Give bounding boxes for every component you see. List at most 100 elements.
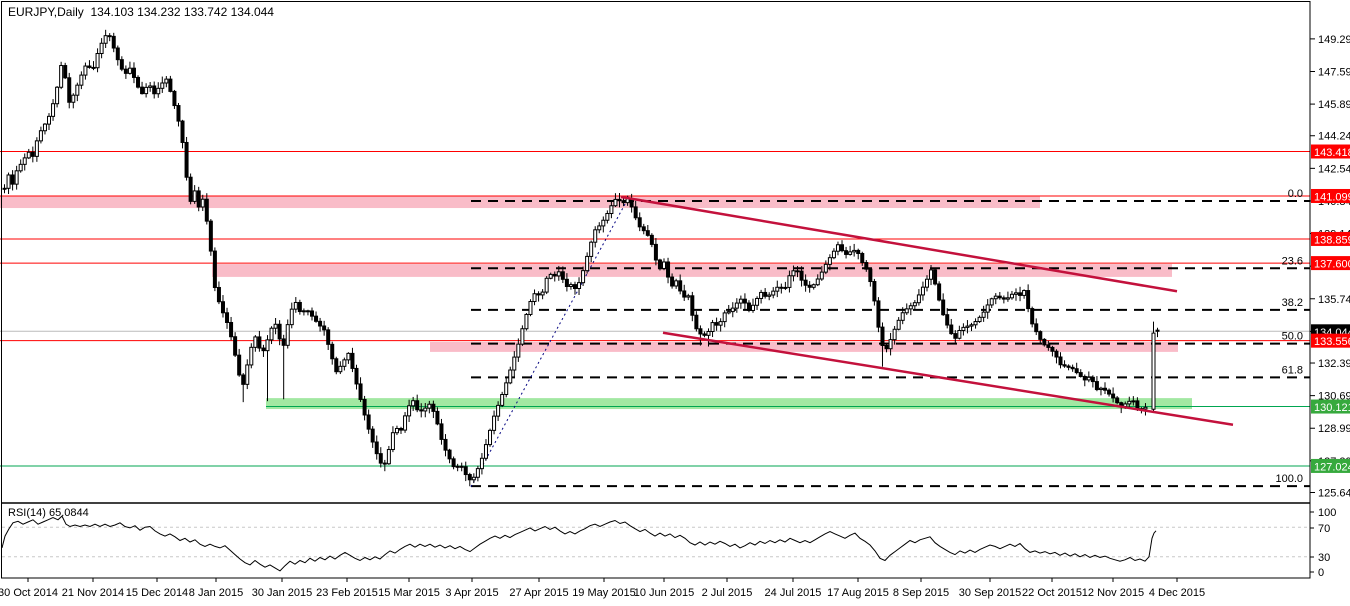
candle-bull: [18, 163, 23, 172]
price-badge-label: 130.121: [1314, 402, 1350, 414]
zone-band[interactable]: [266, 398, 1192, 410]
candle-bear: [572, 284, 577, 289]
candlesticks: [2, 29, 1160, 487]
candle-bear: [937, 283, 942, 301]
candle-bull: [544, 277, 549, 293]
candle-bull: [819, 271, 824, 280]
trendline-lower-descending[interactable]: [662, 331, 1234, 427]
candle-bull: [751, 304, 756, 311]
candle-bear: [229, 321, 234, 338]
fib-level-label: 61.8: [1282, 364, 1303, 376]
candle-bull: [6, 174, 11, 189]
candle-bull: [293, 301, 298, 310]
price-axis[interactable]: 149.290147.590145.890144.240142.540140.8…: [1310, 34, 1350, 500]
candle-bull: [516, 343, 521, 358]
candle-bear: [1078, 372, 1083, 377]
candle-bear: [354, 367, 359, 385]
candle-bear: [1135, 400, 1140, 410]
candle-bull: [249, 346, 254, 366]
candle-bear: [184, 141, 189, 178]
candle-bear: [463, 466, 468, 476]
candle-bear: [1094, 381, 1099, 391]
fib-anchor-line[interactable]: [470, 196, 630, 487]
date-label: 3 Apr 2015: [445, 587, 498, 599]
candle-bull: [51, 103, 56, 117]
candle-bull: [1127, 400, 1132, 405]
candle-bear: [10, 174, 15, 185]
candle-bear: [864, 262, 869, 270]
candle-bull: [710, 322, 715, 332]
zone-band[interactable]: [430, 341, 1178, 352]
price-badge-label: 137.600: [1314, 259, 1350, 271]
candle-bull: [767, 294, 772, 297]
candle-bull: [961, 326, 966, 332]
rsi-pane[interactable]: 100 70 30 0: [1, 507, 1336, 579]
price-tick-label: 135.740: [1318, 294, 1350, 306]
candle-bull: [540, 291, 545, 296]
candle-bull: [496, 404, 501, 417]
candle-bull: [977, 316, 982, 323]
candle-bear: [188, 176, 193, 202]
candle-bull: [269, 327, 274, 341]
candle-bull: [759, 291, 764, 299]
candle-bear: [1026, 290, 1031, 310]
candle-bull: [589, 241, 594, 257]
candle-bear: [670, 276, 675, 287]
candle-bear: [196, 190, 201, 208]
candle-bear: [803, 279, 808, 286]
candle-bear: [370, 428, 375, 443]
candle-bear: [1103, 387, 1108, 391]
date-label: 23 Feb 2015: [316, 587, 378, 599]
candle-bear: [856, 249, 861, 254]
rsi-scale-label: 0: [1318, 567, 1324, 579]
candle-bear: [564, 278, 569, 287]
candle-bear: [281, 338, 286, 346]
candle-bear: [374, 441, 379, 455]
time-axis[interactable]: 30 Oct 2014 21 Nov 2014 15 Dec 2014 8 Jan 2…: [0, 578, 1205, 599]
candle-bull: [823, 263, 828, 273]
price-tick-label: 142.540: [1318, 163, 1350, 175]
candle-bull: [957, 330, 962, 339]
candle-bear: [941, 299, 946, 316]
candle-bull: [985, 304, 990, 313]
candle-bear: [1046, 344, 1051, 348]
candle-bear: [536, 293, 541, 296]
fib-level-label: 100.0: [1275, 473, 1303, 485]
candle-bear: [653, 243, 658, 261]
price-badge-label: 138.859: [1314, 234, 1350, 246]
date-label: 30 Oct 2014: [0, 587, 58, 599]
candle-bull: [301, 310, 306, 313]
candle-bear: [1050, 346, 1055, 352]
candle-bull: [568, 284, 573, 287]
candle-bull: [908, 305, 913, 310]
candle-bear: [1062, 364, 1067, 367]
candle-bear: [111, 35, 116, 49]
date-label: 8 Sep 2015: [893, 587, 949, 599]
candle-bear: [649, 234, 654, 245]
candle-bear: [633, 206, 638, 219]
candle-bull: [924, 278, 929, 288]
candle-bear: [1001, 297, 1006, 300]
candle-bull: [726, 311, 731, 314]
candle-bull: [2, 187, 7, 190]
date-label: 8 Jan 2015: [189, 587, 243, 599]
price-badge-label: 133.556: [1314, 336, 1350, 348]
candle-bear: [949, 324, 954, 335]
candle-bear: [220, 301, 225, 314]
candle-bull: [504, 382, 509, 396]
zone-band[interactable]: [0, 195, 1040, 209]
candle-bull: [993, 295, 998, 300]
candle-bull: [411, 400, 416, 407]
candle-bear: [435, 410, 440, 425]
fib-level-label: 0.0: [1288, 188, 1303, 200]
candle-bear: [322, 325, 327, 331]
candle-bull: [969, 324, 974, 327]
candle-bull: [730, 307, 735, 313]
candle-bull: [686, 295, 691, 298]
candle-bull: [423, 407, 428, 412]
candle-bull: [22, 157, 27, 165]
trendline-upper-descending[interactable]: [620, 195, 1178, 293]
